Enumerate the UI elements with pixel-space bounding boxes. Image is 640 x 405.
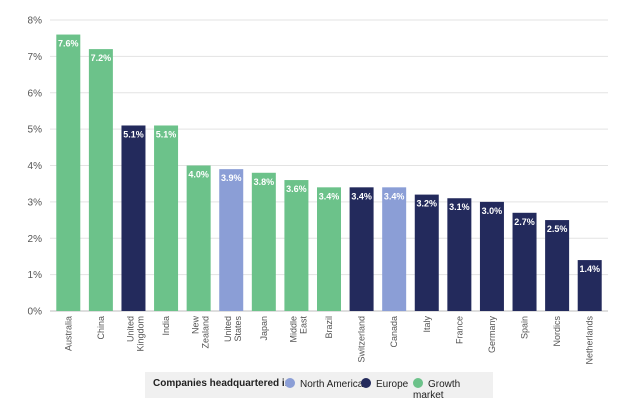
legend: Companies headquartered in: North Americ…: [0, 372, 640, 401]
x-tick-label-line: Netherlands: [585, 316, 595, 365]
x-tick-label-line: Canada: [389, 316, 399, 348]
legend-item-europe: Europe: [361, 378, 408, 392]
legend-swatch-north-america: [285, 378, 295, 388]
legend-swatch-growth-market: [413, 378, 423, 388]
x-tick-label: Japan: [259, 316, 269, 341]
x-tick-label: China: [96, 316, 106, 340]
bar-value-label: 5.1%: [123, 129, 144, 139]
x-tick-label-line: Brazil: [324, 316, 334, 339]
x-tick-label-line: Germany: [487, 316, 497, 354]
y-tick-label: 6%: [28, 88, 43, 99]
y-tick-label: 4%: [28, 161, 43, 172]
x-tick-label: Germany: [487, 316, 497, 354]
bar: [447, 198, 472, 311]
x-tick-label-line: New: [191, 316, 201, 335]
bar: [154, 125, 179, 311]
x-tick-label-line: Nordics: [552, 316, 562, 347]
bar: [349, 187, 374, 311]
bar: [577, 260, 602, 311]
x-tick-label-line: Japan: [259, 316, 269, 341]
y-tick-label: 2%: [28, 234, 43, 245]
bar-value-label: 3.4%: [319, 191, 340, 201]
bar-value-label: 1.4%: [579, 264, 600, 274]
bar-value-label: 3.4%: [384, 191, 405, 201]
bar-value-label: 3.4%: [351, 191, 372, 201]
bar: [186, 165, 211, 311]
x-tick-label: UnitedKingdom: [125, 316, 145, 352]
bar: [284, 180, 309, 311]
y-tick-label: 0%: [28, 307, 43, 318]
legend-label-europe: Europe: [376, 379, 409, 390]
bar: [414, 194, 439, 311]
bar-value-label: 4.0%: [188, 170, 209, 180]
x-tick-label: Netherlands: [585, 316, 595, 365]
bar: [512, 212, 537, 311]
x-tick-label-line: Australia: [63, 316, 73, 351]
x-tick-label-line: Zealand: [201, 316, 211, 349]
bar-value-label: 2.5%: [547, 224, 568, 234]
x-tick-label-line: Italy: [422, 316, 432, 333]
y-tick-label: 8%: [28, 16, 43, 27]
x-tick-label-line: Kingdom: [135, 316, 145, 352]
legend-label-north-america: North America: [300, 379, 364, 390]
legend-item-north-america: North America: [285, 378, 363, 392]
bar-value-label: 3.2%: [417, 199, 438, 209]
x-tick-label: MiddleEast: [288, 316, 308, 343]
x-tick-label: Brazil: [324, 316, 334, 339]
bar: [219, 169, 244, 311]
x-tick-label: France: [454, 316, 464, 344]
x-tick-label: Italy: [422, 316, 432, 333]
bar: [382, 187, 407, 311]
y-tick-label: 7%: [28, 52, 43, 63]
x-tick-label-line: India: [161, 316, 171, 336]
bar-value-label: 3.8%: [254, 177, 275, 187]
x-tick-label-line: Middle: [288, 316, 298, 343]
bar: [545, 220, 570, 311]
x-tick-label-line: Spain: [520, 316, 530, 339]
bar-value-label: 3.0%: [482, 206, 503, 216]
x-tick-label-line: United: [223, 316, 233, 342]
chart-svg: 0% 1% 2% 3% 4% 5% 6% 7% 8% 7.6% Australia 7.2% China…: [28, 16, 608, 365]
bar: [88, 49, 113, 311]
x-tick-label: Nordics: [552, 316, 562, 347]
legend-title: Companies headquartered in:: [153, 378, 295, 389]
bar-value-label: 7.6%: [58, 39, 79, 49]
bar: [251, 172, 276, 311]
y-tick-label: 3%: [28, 197, 43, 208]
bar-value-label: 3.9%: [221, 173, 242, 183]
x-tick-label: Canada: [389, 316, 399, 348]
legend-box: Companies headquartered in: North Americ…: [145, 372, 493, 401]
bar-value-label: 7.2%: [91, 53, 112, 63]
x-tick-label: NewZealand: [191, 316, 211, 349]
bar-value-label: 3.6%: [286, 184, 307, 194]
x-tick-label-line: China: [96, 316, 106, 340]
bar-value-label: 3.1%: [449, 202, 470, 212]
legend-item-growth-market: Growth market: [413, 378, 493, 401]
x-tick-label-line: Switzerland: [357, 316, 367, 363]
x-tick-label: Switzerland: [357, 316, 367, 363]
bar-value-label: 2.7%: [514, 217, 535, 227]
x-tick-label-line: States: [233, 316, 243, 342]
x-tick-label: India: [161, 316, 171, 336]
bar: [479, 201, 504, 311]
legend-swatch-europe: [361, 378, 371, 388]
x-tick-label-line: East: [298, 316, 308, 335]
y-tick-label: 1%: [28, 270, 43, 281]
x-tick-label-line: France: [454, 316, 464, 344]
x-tick-label: Australia: [63, 316, 73, 351]
bar: [317, 187, 341, 311]
x-tick-label: Spain: [520, 316, 530, 339]
bar: [56, 34, 81, 312]
bar: [121, 125, 146, 311]
x-tick-label-line: United: [125, 316, 135, 342]
x-tick-label: UnitedStates: [223, 316, 243, 343]
legend-label-growth-market: Growth market: [413, 379, 461, 401]
y-tick-label: 5%: [28, 125, 43, 136]
bar-value-label: 5.1%: [156, 129, 177, 139]
